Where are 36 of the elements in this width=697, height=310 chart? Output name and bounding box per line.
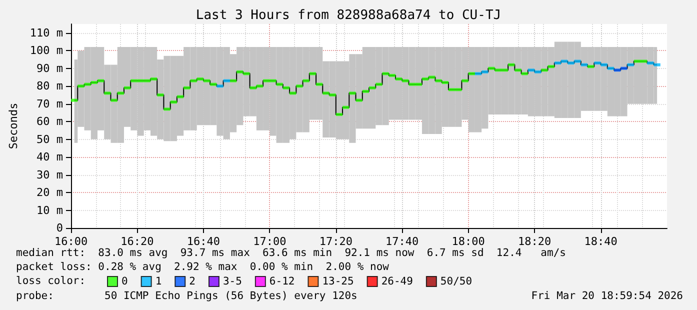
y-tick-label: 50 m: [36, 132, 64, 146]
legend-label: 13-25: [322, 276, 354, 288]
legend-label: 50/50: [440, 276, 472, 288]
y-tick-label: 80 m: [36, 80, 64, 93]
text: packet loss: 0.28 % avg 2.92 % max 0.00 % min 2.00 % now: [16, 261, 389, 274]
x-tick-label: 17:20: [319, 235, 352, 248]
y-tick-label: 40 m: [36, 150, 64, 164]
chart-title: Last 3 Hours from 828988a68a74 to CU-TJ: [196, 8, 502, 23]
text: Fri Mar 20 18:59:54 2026: [531, 290, 683, 303]
text: median rtt: 83.0 ms avg 93.7 ms max 63.6 ms min 92.1 ms now 6.7 ms sd 12.4 am/s: [16, 247, 566, 260]
x-tick-label: 18:00: [452, 235, 485, 248]
y-axis-title: Seconds: [7, 102, 20, 150]
legend-label: 3-5: [222, 276, 242, 288]
x-tick-label: 18:20: [518, 235, 552, 248]
legend-label: 26-49: [381, 276, 413, 288]
y-tick-label: 0: [56, 222, 64, 234]
y-tick-label: 20 m: [36, 186, 64, 200]
y-tick-label: 110 m: [30, 26, 64, 40]
legend-label: 0: [122, 276, 128, 288]
x-tick-label: 17:00: [253, 235, 286, 248]
legend-label: 2: [189, 276, 196, 288]
x-tick-label: 16:40: [186, 235, 220, 248]
y-tick-label: 90 m: [36, 62, 64, 75]
x-tick-label: 18:40: [584, 235, 618, 248]
legend-label: 1: [155, 276, 162, 288]
y-tick-label: 100 m: [30, 44, 64, 58]
legend-label: 6-12: [269, 276, 295, 288]
x-tick-label: 16:00: [54, 235, 88, 248]
text: probe: 50 ICMP Echo Pings (56 Bytes) every 120s: [16, 290, 358, 303]
y-tick-label: 10 m: [36, 204, 64, 217]
text: loss color:: [16, 275, 86, 288]
x-tick-label: 17:40: [386, 235, 419, 248]
y-tick-label: 70 m: [36, 97, 64, 110]
x-tick-label: 16:20: [120, 235, 154, 248]
y-tick-label: 60 m: [36, 115, 64, 128]
y-tick-label: 30 m: [36, 168, 64, 182]
